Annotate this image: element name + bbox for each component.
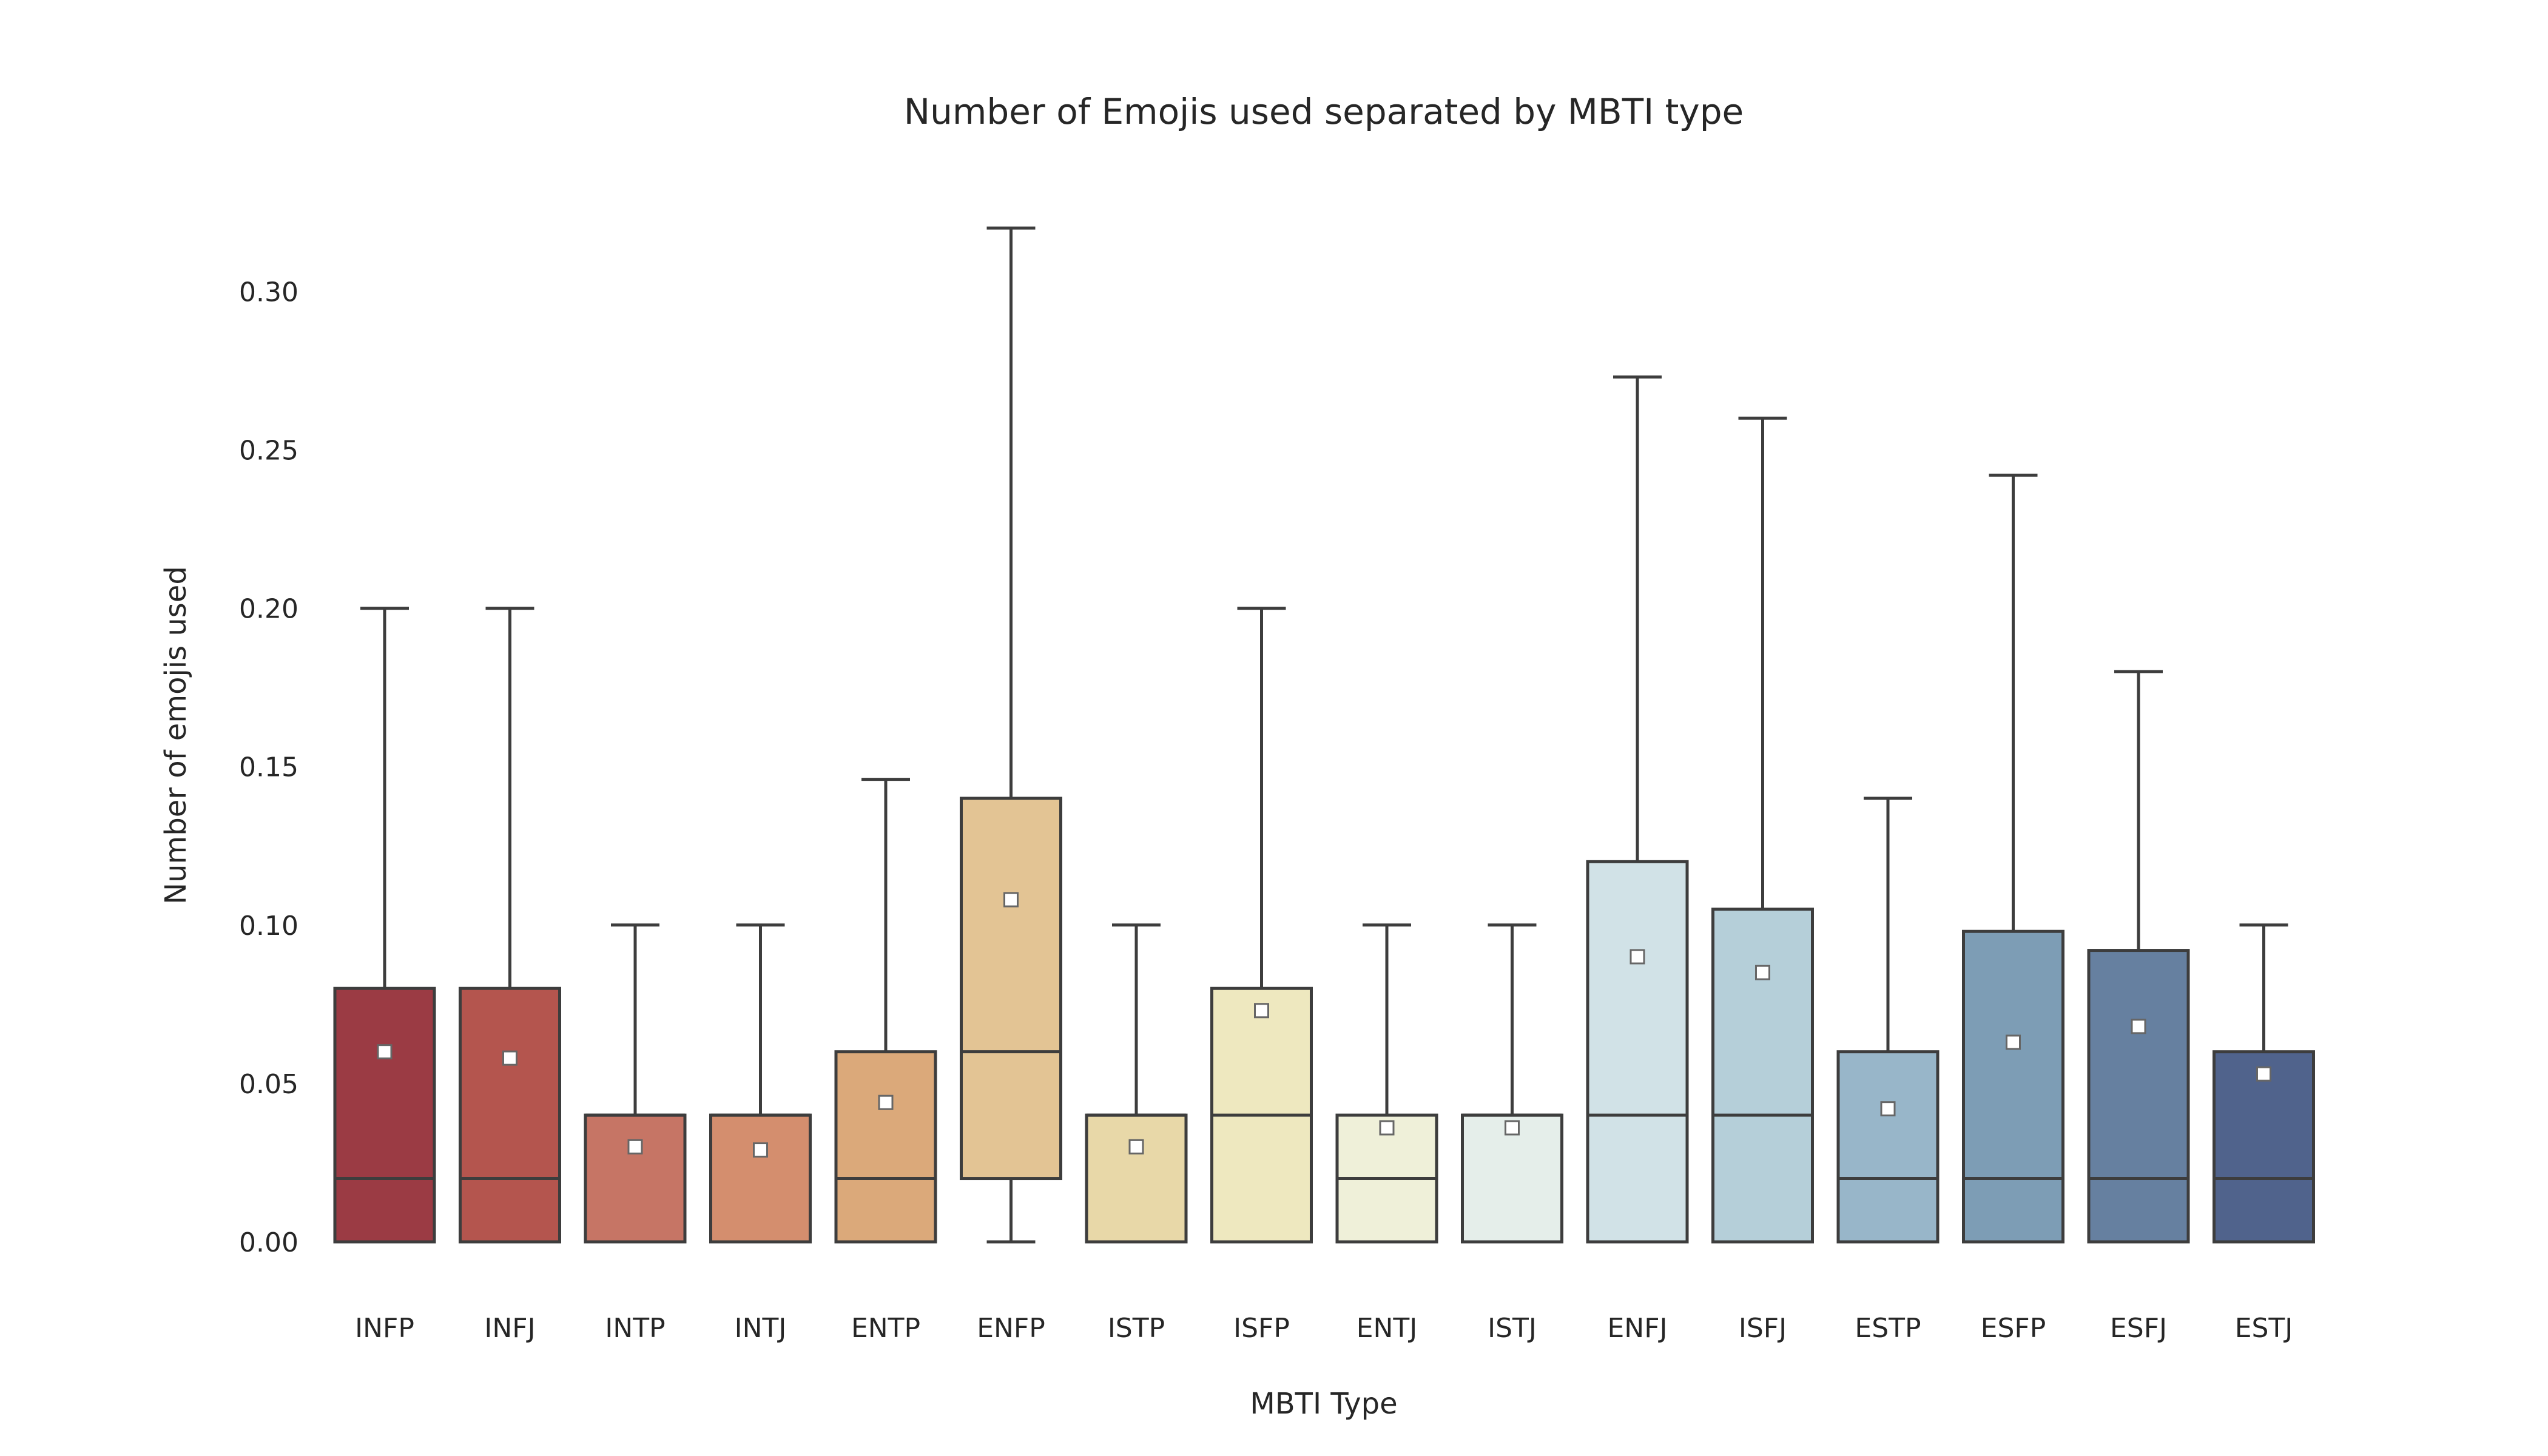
y-tick-label: 0.00 — [239, 1227, 298, 1258]
iqr-box — [333, 986, 436, 1244]
mean-marker — [1755, 965, 1770, 980]
x-axis-ticks: INFP INFJ INTP INTJ ENTP ENFP ISTP ISFP ENTJ ISTJ… — [355, 1313, 2293, 1344]
box-intj — [709, 923, 812, 1244]
mean-marker — [753, 1142, 768, 1158]
x-tick-label: ENTP — [851, 1313, 920, 1344]
y-tick-label: 0.10 — [239, 911, 298, 942]
mean-marker — [1003, 892, 1019, 908]
box-estp — [1836, 797, 1940, 1244]
y-axis-ticks: 0.00 0.05 0.10 0.15 0.20 0.25 0.30 — [239, 277, 298, 1258]
iqr-box — [1711, 908, 1814, 1244]
x-tick-label: ESFP — [1981, 1313, 2046, 1344]
mean-marker — [2256, 1066, 2271, 1082]
iqr-box — [459, 986, 561, 1244]
box-series — [333, 226, 2315, 1244]
x-axis-label: MBTI Type — [1250, 1387, 1397, 1421]
box-enfj — [1586, 375, 1689, 1244]
box-infp — [333, 607, 436, 1244]
x-tick-label: INFJ — [484, 1313, 535, 1344]
iqr-box — [1836, 1050, 1940, 1244]
iqr-box — [834, 1050, 937, 1244]
x-tick-label: ISFJ — [1739, 1313, 1787, 1344]
iqr-box — [709, 1113, 812, 1244]
iqr-box — [2213, 1050, 2315, 1244]
x-tick-label: ESFJ — [2110, 1313, 2167, 1344]
x-tick-label: ISFP — [1233, 1313, 1290, 1344]
mean-marker — [1630, 949, 1645, 965]
x-tick-label: ENFP — [977, 1313, 1045, 1344]
iqr-box — [584, 1113, 687, 1244]
box-istj — [1461, 923, 1563, 1244]
box-entp — [834, 778, 937, 1244]
mean-marker — [1254, 1003, 1269, 1019]
y-tick-label: 0.30 — [239, 277, 298, 308]
y-axis-label: Number of emojis used — [159, 566, 193, 905]
mean-marker — [1880, 1101, 1896, 1117]
y-tick-label: 0.20 — [239, 594, 298, 625]
mean-marker — [2006, 1034, 2021, 1050]
iqr-box — [1962, 929, 2064, 1244]
x-tick-label: ISTP — [1108, 1313, 1165, 1344]
x-tick-label: INTP — [605, 1313, 665, 1344]
chart-title: Number of Emojis used separated by MBTI … — [904, 91, 1744, 132]
x-tick-label: ISTJ — [1488, 1313, 1537, 1344]
mean-marker — [377, 1044, 393, 1060]
x-tick-label: ENTJ — [1357, 1313, 1418, 1344]
iqr-box — [960, 797, 1062, 1181]
box-isfj — [1711, 416, 1814, 1244]
x-tick-label: INTJ — [735, 1313, 787, 1344]
iqr-box — [1461, 1113, 1563, 1244]
box-estj — [2213, 923, 2315, 1244]
iqr-box — [2087, 949, 2190, 1244]
box-entj — [1335, 923, 1438, 1244]
box-infj — [459, 607, 561, 1244]
box-istp — [1085, 923, 1188, 1244]
mean-marker — [878, 1094, 894, 1110]
box-esfj — [2087, 670, 2190, 1244]
mean-marker — [502, 1050, 517, 1066]
x-tick-label: ESTP — [1855, 1313, 1921, 1344]
y-tick-label: 0.25 — [239, 436, 298, 467]
y-tick-label: 0.15 — [239, 752, 298, 783]
x-tick-label: ESTJ — [2235, 1313, 2293, 1344]
box-intp — [584, 923, 687, 1244]
box-isfp — [1210, 607, 1313, 1244]
iqr-box — [1085, 1113, 1188, 1244]
box-enfp — [960, 226, 1062, 1244]
mean-marker — [627, 1139, 643, 1154]
mean-marker — [2131, 1019, 2146, 1034]
y-tick-label: 0.05 — [239, 1069, 298, 1100]
mean-marker — [1379, 1120, 1395, 1136]
mean-marker — [1128, 1139, 1144, 1154]
x-tick-label: INFP — [355, 1313, 414, 1344]
x-tick-label: ENFJ — [1608, 1313, 1668, 1344]
iqr-box — [1586, 860, 1689, 1244]
box-esfp — [1962, 473, 2064, 1244]
mean-marker — [1505, 1120, 1520, 1136]
